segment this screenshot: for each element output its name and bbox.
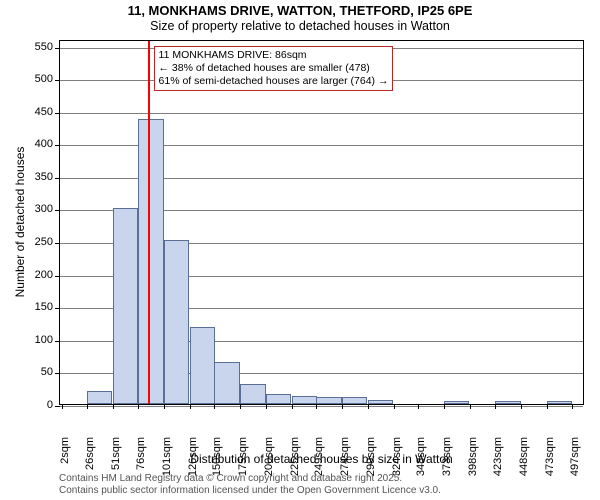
histogram-bar: [164, 240, 189, 404]
histogram-bar: [444, 401, 469, 404]
ytick-mark: [55, 243, 60, 244]
ytick-label: 100: [35, 334, 53, 346]
histogram-bar: [368, 400, 393, 404]
annotation-line: 61% of semi-detached houses are larger (…: [159, 75, 389, 88]
xtick-mark: [190, 404, 191, 409]
xtick-mark: [214, 404, 215, 409]
ytick-mark: [55, 373, 60, 374]
xtick-mark: [547, 404, 548, 409]
histogram-bar: [113, 208, 138, 404]
annotation-line: ← 38% of detached houses are smaller (47…: [159, 62, 389, 75]
histogram-bar: [292, 396, 317, 404]
xtick-mark: [266, 404, 267, 409]
xtick-mark: [316, 404, 317, 409]
plot-area: [59, 40, 584, 405]
xtick-mark: [521, 404, 522, 409]
ytick-mark: [55, 113, 60, 114]
footer-copyright-1: Contains HM Land Registry data © Crown c…: [59, 473, 402, 484]
xtick-mark: [87, 404, 88, 409]
histogram-chart: 11, MONKHAMS DRIVE, WATTON, THETFORD, IP…: [0, 0, 600, 500]
ytick-label: 200: [35, 269, 53, 281]
ytick-mark: [55, 210, 60, 211]
ytick-mark: [55, 276, 60, 277]
ytick-mark: [55, 308, 60, 309]
ytick-label: 0: [47, 399, 53, 411]
xtick-mark: [368, 404, 369, 409]
histogram-bar: [214, 362, 239, 404]
xtick-mark: [495, 404, 496, 409]
ytick-label: 350: [35, 171, 53, 183]
ytick-label: 500: [35, 73, 53, 85]
histogram-bar: [87, 391, 112, 404]
chart-title-main: 11, MONKHAMS DRIVE, WATTON, THETFORD, IP…: [0, 3, 600, 18]
marker-line: [148, 41, 150, 404]
ytick-label: 400: [35, 138, 53, 150]
histogram-bar: [342, 397, 367, 404]
ytick-label: 50: [41, 366, 53, 378]
ytick-mark: [55, 178, 60, 179]
ytick-label: 250: [35, 236, 53, 248]
histogram-bar: [547, 401, 572, 404]
xtick-mark: [470, 404, 471, 409]
y-axis-label: Number of detached houses: [13, 132, 27, 312]
ytick-mark: [55, 145, 60, 146]
histogram-bar: [190, 327, 215, 404]
histogram-bar: [316, 397, 341, 404]
ytick-label: 450: [35, 106, 53, 118]
ytick-mark: [55, 48, 60, 49]
xtick-mark: [164, 404, 165, 409]
xtick-mark: [342, 404, 343, 409]
xtick-mark: [444, 404, 445, 409]
annotation-line: 11 MONKHAMS DRIVE: 86sqm: [159, 49, 389, 62]
xtick-mark: [292, 404, 293, 409]
ytick-mark: [55, 80, 60, 81]
annotation-box: 11 MONKHAMS DRIVE: 86sqm← 38% of detache…: [154, 46, 394, 91]
histogram-bar: [266, 394, 291, 404]
xtick-mark: [418, 404, 419, 409]
footer-copyright-2: Contains public sector information licen…: [59, 485, 441, 496]
xtick-mark: [394, 404, 395, 409]
ytick-mark: [55, 406, 60, 407]
ytick-mark: [55, 341, 60, 342]
xtick-mark: [240, 404, 241, 409]
ytick-label: 550: [35, 41, 53, 53]
xtick-mark: [62, 404, 63, 409]
histogram-bar: [240, 384, 265, 404]
ytick-label: 150: [35, 301, 53, 313]
histogram-bar: [138, 119, 163, 404]
grid-line: [60, 113, 583, 114]
xtick-mark: [138, 404, 139, 409]
xtick-mark: [572, 404, 573, 409]
xtick-mark: [113, 404, 114, 409]
histogram-bar: [495, 401, 520, 404]
x-axis-label: Distribution of detached houses by size …: [59, 452, 584, 466]
ytick-label: 300: [35, 203, 53, 215]
chart-title-sub: Size of property relative to detached ho…: [0, 19, 600, 33]
